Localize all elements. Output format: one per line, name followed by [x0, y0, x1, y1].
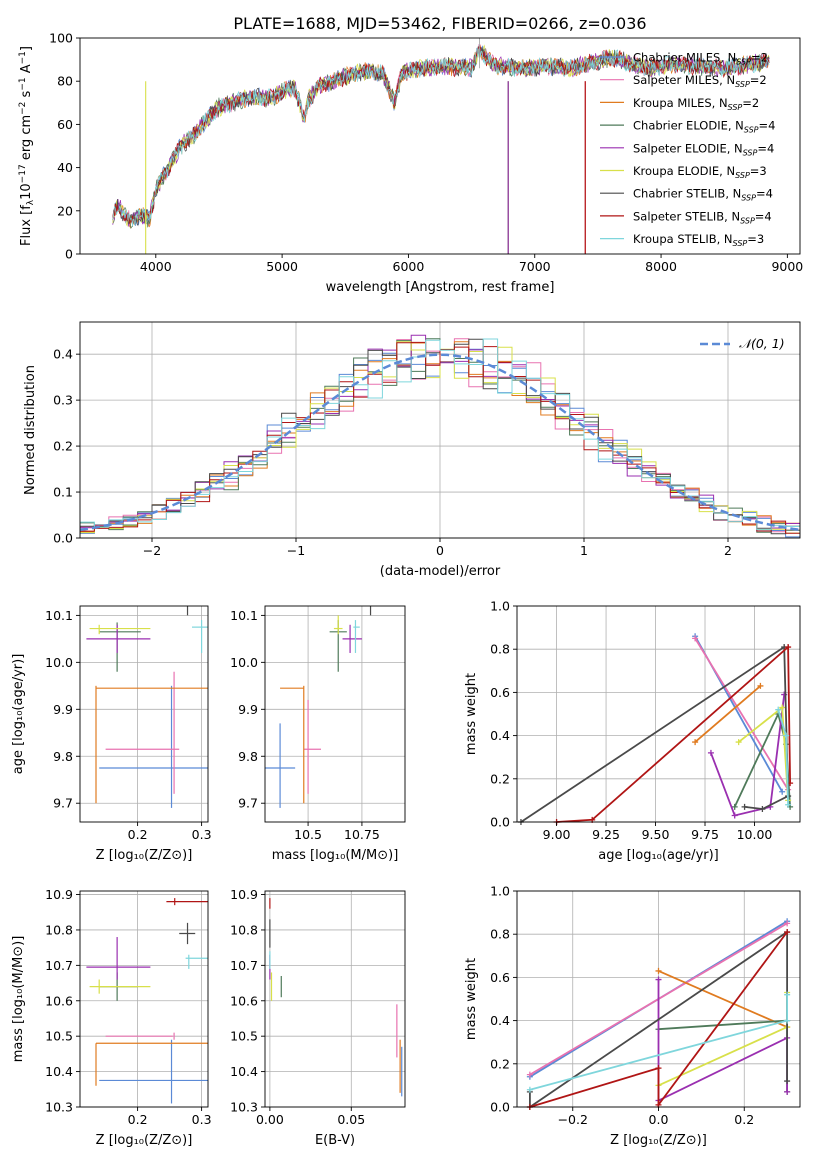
y-tick-label: 9.7	[53, 796, 73, 811]
y-tick-label: 10.6	[45, 993, 73, 1008]
y-axis-label: mass weight	[464, 673, 479, 755]
y-tick-label: 10.0	[230, 655, 258, 670]
y-tick-label: 10.5	[45, 1029, 73, 1044]
x-axis-label: age [log₁₀(age/yr)]	[598, 848, 719, 863]
x-axis-label: wavelength [Angstrom, rest frame]	[326, 280, 555, 295]
y-tick-label: 10.5	[230, 1029, 258, 1044]
y-tick-label: 0	[65, 247, 73, 262]
y-tick-label: 10.3	[45, 1100, 73, 1115]
x-tick-label: 4000	[140, 259, 172, 274]
y-axis-label: Flux [fλ10−17 erg cm−2 s−1 A−1]	[18, 46, 36, 246]
y-axis-label: mass [log₁₀(M/M⊙)]	[11, 936, 26, 1063]
x-tick-label: 1	[580, 543, 588, 558]
y-tick-label: 1.0	[490, 599, 510, 614]
y-tick-label: 0.4	[490, 1013, 510, 1028]
x-tick-label: 10.5	[294, 827, 322, 842]
x-tick-label: 0.00	[256, 1112, 284, 1127]
figure-title: PLATE=1688, MJD=53462, FIBERID=0266, z=0…	[233, 14, 646, 33]
x-tick-label: 8000	[645, 259, 677, 274]
y-tick-label: 10.6	[230, 993, 258, 1008]
y-tick-label: 60	[57, 117, 73, 132]
x-tick-label: 9.50	[642, 827, 670, 842]
hist-legend-label: 𝒩(0, 1)	[739, 336, 785, 351]
y-tick-label: 0.6	[490, 685, 510, 700]
y-tick-label: 10.3	[230, 1100, 258, 1115]
x-tick-label: 6000	[393, 259, 425, 274]
x-tick-label: 0.3	[192, 827, 212, 842]
x-axis-label: (data-model)/error	[380, 564, 501, 579]
x-tick-label: 10.00	[737, 827, 773, 842]
x-axis-label: Z [log₁₀(Z/Z⊙)]	[96, 1133, 193, 1148]
y-tick-label: 100	[49, 31, 73, 46]
figure: PLATE=1688, MJD=53462, FIBERID=0266, z=0…	[0, 0, 819, 1170]
y-tick-label: 80	[57, 74, 73, 89]
y-tick-label: 0.0	[490, 1100, 510, 1115]
y-tick-label: 10.4	[230, 1064, 258, 1079]
y-tick-label: 1.0	[490, 884, 510, 899]
y-tick-label: 0.4	[53, 347, 73, 362]
x-tick-label: 0.05	[337, 1112, 365, 1127]
y-tick-label: 10.7	[45, 958, 73, 973]
y-tick-label: 40	[57, 160, 73, 175]
y-tick-label: 10.9	[230, 887, 258, 902]
x-tick-label: 9000	[771, 259, 803, 274]
y-tick-label: 0.6	[490, 970, 510, 985]
x-tick-label: 0	[436, 543, 444, 558]
y-tick-label: 10.8	[45, 922, 73, 937]
y-tick-label: 10.0	[45, 655, 73, 670]
y-tick-label: 10.4	[45, 1064, 73, 1079]
y-tick-label: 9.8	[238, 749, 258, 764]
x-tick-label: 0.0	[649, 1112, 669, 1127]
x-axis-label: Z [log₁₀(Z/Z⊙)]	[96, 848, 193, 863]
x-tick-label: 2	[724, 543, 732, 558]
y-tick-label: 9.9	[53, 702, 73, 717]
y-tick-label: 20	[57, 203, 73, 218]
x-tick-label: 0.2	[734, 1112, 754, 1127]
y-tick-label: 10.8	[230, 922, 258, 937]
x-tick-label: 0.2	[128, 827, 148, 842]
y-tick-label: 0.3	[53, 393, 73, 408]
y-tick-label: 0.8	[490, 642, 510, 657]
y-tick-label: 10.7	[230, 958, 258, 973]
y-axis-label: age [log₁₀(age/yr)]	[11, 654, 26, 775]
y-tick-label: 0.0	[53, 531, 73, 546]
x-tick-label: −1	[287, 543, 305, 558]
x-tick-label: 0.2	[128, 1112, 148, 1127]
x-axis-label: Z [log₁₀(Z/Z⊙)]	[610, 1133, 707, 1148]
x-tick-label: 9.00	[543, 827, 571, 842]
x-tick-label: 10.75	[344, 827, 380, 842]
y-tick-label: 9.8	[53, 749, 73, 764]
x-tick-label: 7000	[519, 259, 551, 274]
y-tick-label: 10.1	[45, 608, 73, 623]
y-axis-label: Normed distribution	[23, 365, 38, 495]
y-tick-label: 0.4	[490, 728, 510, 743]
y-tick-label: 0.0	[490, 815, 510, 830]
x-tick-label: 0.3	[192, 1112, 212, 1127]
y-tick-label: 0.1	[53, 485, 73, 500]
x-tick-label: 5000	[266, 259, 298, 274]
y-tick-label: 0.2	[490, 771, 510, 786]
y-tick-label: 0.2	[490, 1056, 510, 1071]
y-tick-label: 9.9	[238, 702, 258, 717]
y-tick-label: 0.8	[490, 927, 510, 942]
x-axis-label: mass [log₁₀(M/M⊙)]	[272, 848, 399, 863]
y-tick-label: 10.1	[230, 608, 258, 623]
x-tick-label: −0.2	[558, 1112, 588, 1127]
y-tick-label: 0.2	[53, 439, 73, 454]
y-tick-label: 10.9	[45, 887, 73, 902]
x-tick-label: −2	[143, 543, 161, 558]
y-tick-label: 9.7	[238, 796, 258, 811]
x-tick-label: 9.25	[592, 827, 620, 842]
x-tick-label: 9.75	[691, 827, 719, 842]
x-axis-label: E(B-V)	[315, 1133, 355, 1148]
y-axis-label: mass weight	[464, 958, 479, 1040]
